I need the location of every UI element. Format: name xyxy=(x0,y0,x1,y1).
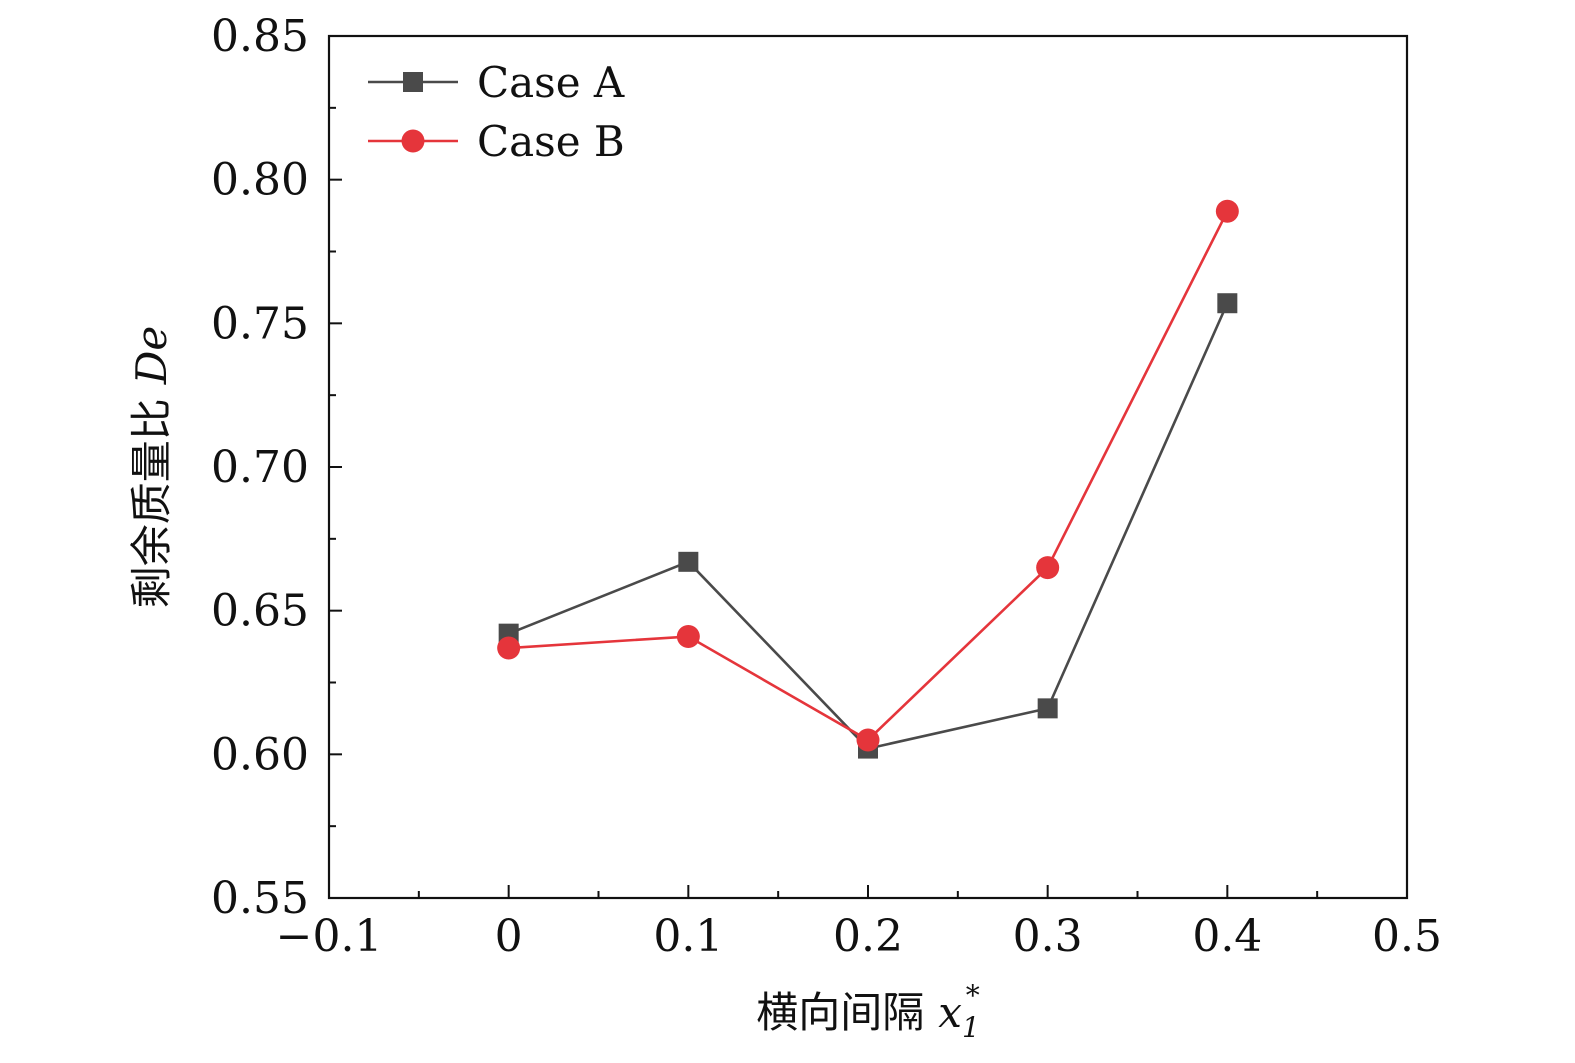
legend: Case A Case B xyxy=(368,58,625,166)
x-tick-label: 0 xyxy=(495,911,523,962)
data-point-case-a xyxy=(678,551,699,572)
x-tick-label: −0.1 xyxy=(276,911,383,962)
y-axis: 0.55 0.60 0.65 0.70 0.75 0.80 0.85 xyxy=(211,11,342,924)
series-lines xyxy=(508,210,1229,751)
series-line-case-a xyxy=(508,302,1229,751)
data-point-case-b xyxy=(1215,199,1239,223)
x-tick-label: 0.3 xyxy=(1013,911,1083,962)
data-point-case-b xyxy=(856,728,880,752)
legend-marker-case-b xyxy=(401,129,425,153)
x-tick-label: 0.2 xyxy=(833,911,903,962)
x-tick-label: 0.4 xyxy=(1192,911,1262,962)
y-tick-label: 0.85 xyxy=(211,11,309,62)
x-axis-title-text: 横向间隔 xyxy=(756,988,924,1037)
legend-marker-case-a xyxy=(403,72,423,92)
x-axis-title-subscript: 1 xyxy=(962,1011,980,1044)
y-tick-label: 0.55 xyxy=(211,873,309,924)
data-point-case-a xyxy=(1217,293,1238,314)
x-axis-title-variable: x xyxy=(938,988,962,1037)
data-point-case-b xyxy=(497,636,521,660)
y-axis-title-variable: De xyxy=(127,326,176,386)
y-tick-label: 0.75 xyxy=(211,298,309,349)
data-point-case-b xyxy=(676,625,700,649)
y-tick-label: 0.80 xyxy=(211,155,309,206)
x-axis: −0.1 0 0.1 0.2 0.3 0.4 0.5 xyxy=(276,885,1442,962)
data-point-case-b xyxy=(1036,556,1060,580)
x-tick-label: 0.1 xyxy=(653,911,723,962)
series-line-case-b xyxy=(508,210,1229,742)
y-tick-label: 0.65 xyxy=(211,586,309,637)
y-tick-label: 0.60 xyxy=(211,729,309,780)
data-point-case-a xyxy=(1037,698,1058,719)
x-axis-title: 横向间隔 x1* xyxy=(756,979,980,1044)
series-markers xyxy=(497,199,1239,759)
legend-label-case-b: Case B xyxy=(477,117,625,166)
y-axis-title-text: 剩余质量比 xyxy=(127,398,176,608)
y-axis-title: 剩余质量比 De xyxy=(127,326,176,609)
x-tick-label: 0.5 xyxy=(1372,911,1442,962)
x-axis-title-superscript: * xyxy=(966,979,980,1012)
legend-label-case-a: Case A xyxy=(477,58,625,107)
y-tick-label: 0.70 xyxy=(211,442,309,493)
